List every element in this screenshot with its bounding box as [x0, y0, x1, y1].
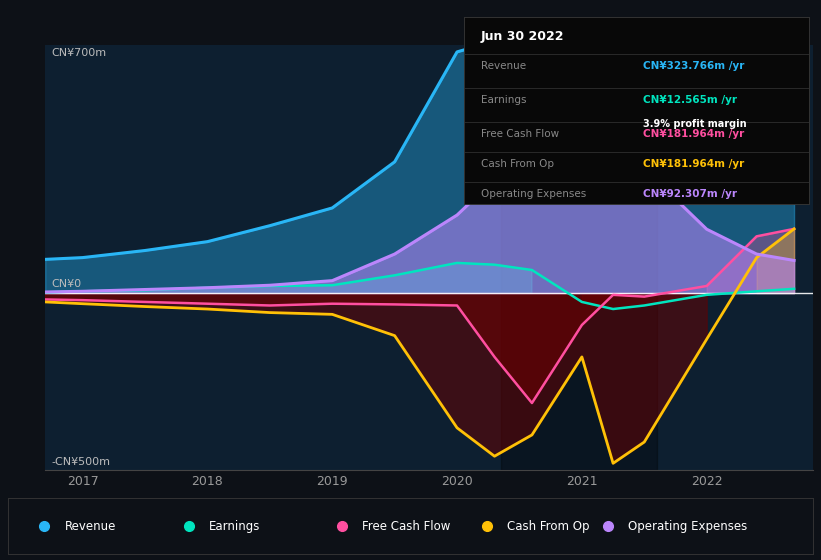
Text: CN¥181.964m /yr: CN¥181.964m /yr [643, 158, 745, 169]
Text: Jun 30 2022: Jun 30 2022 [481, 30, 565, 43]
Text: Free Cash Flow: Free Cash Flow [362, 520, 451, 533]
Text: Revenue: Revenue [65, 520, 116, 533]
Text: Cash From Op: Cash From Op [507, 520, 589, 533]
Text: Revenue: Revenue [481, 61, 526, 71]
Text: CN¥12.565m /yr: CN¥12.565m /yr [643, 95, 737, 105]
Text: Earnings: Earnings [481, 95, 526, 105]
Bar [501, 45, 657, 470]
Text: CN¥700m: CN¥700m [52, 48, 107, 58]
Text: -CN¥500m: -CN¥500m [52, 457, 110, 467]
Text: Operating Expenses: Operating Expenses [481, 189, 586, 199]
Text: 3.9% profit margin: 3.9% profit margin [643, 119, 747, 129]
Text: CN¥0: CN¥0 [52, 279, 81, 289]
Text: Free Cash Flow: Free Cash Flow [481, 129, 559, 139]
Text: Earnings: Earnings [209, 520, 261, 533]
Text: CN¥323.766m /yr: CN¥323.766m /yr [643, 61, 745, 71]
Text: CN¥181.964m /yr: CN¥181.964m /yr [643, 129, 745, 139]
Text: Cash From Op: Cash From Op [481, 158, 554, 169]
Text: CN¥92.307m /yr: CN¥92.307m /yr [643, 189, 737, 199]
Text: Operating Expenses: Operating Expenses [628, 520, 747, 533]
